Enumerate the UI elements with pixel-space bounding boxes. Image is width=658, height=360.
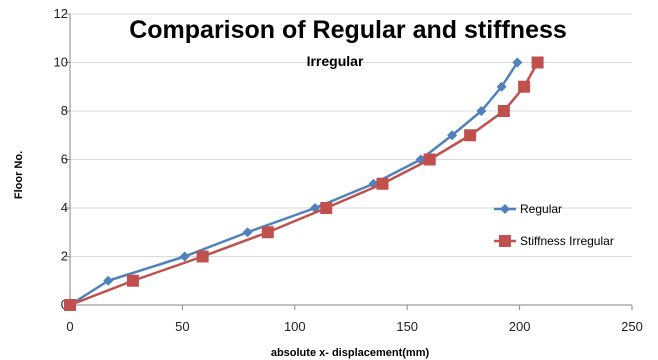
y-tick-label: 2 <box>61 249 68 264</box>
x-tick-label: 200 <box>509 319 531 334</box>
x-tick-label: 100 <box>284 319 306 334</box>
data-point-s1-1 <box>103 275 114 286</box>
x-tick-label: 150 <box>396 319 418 334</box>
data-point-s2-2 <box>196 250 209 263</box>
series-group <box>64 56 544 311</box>
data-point-s1-9 <box>496 81 507 92</box>
series-2 <box>64 56 544 311</box>
data-point-s2-9 <box>518 80 531 93</box>
data-point-s1-7 <box>447 130 458 141</box>
data-point-s2-4 <box>320 202 333 214</box>
data-point-s2-5 <box>376 177 389 190</box>
grid-lines <box>70 13 632 257</box>
x-axis-label: absolute x- displacement(mm) <box>271 347 430 359</box>
y-tick-label: 4 <box>61 200 68 215</box>
data-point-s1-2 <box>179 251 190 262</box>
legend-marker <box>499 235 511 247</box>
x-tick-label: 250 <box>621 319 643 334</box>
legend-label: Stiffness Irregular <box>520 234 614 248</box>
data-point-s1-10 <box>512 57 523 68</box>
data-point-s2-6 <box>423 153 436 166</box>
legend: Regular Stiffness Irregular <box>494 202 614 248</box>
x-tick-label: 0 <box>66 319 73 334</box>
chart-title: Comparison of Regular and stiffness <box>129 16 567 44</box>
y-tick-label: 6 <box>61 152 68 167</box>
data-point-s2-0 <box>64 299 76 311</box>
y-tick-label: 12 <box>54 6 68 21</box>
data-point-s1-3 <box>242 227 253 238</box>
y-tick-label: 10 <box>54 55 68 70</box>
data-point-s2-3 <box>261 226 274 239</box>
y-axis-label: Floor No. <box>13 151 25 199</box>
y-tick-label: 8 <box>61 103 68 118</box>
legend-item-1: Regular <box>494 202 562 216</box>
data-point-s1-8 <box>476 106 487 116</box>
data-point-s2-1 <box>126 274 139 287</box>
chart-subtitle: Irregular <box>307 53 364 69</box>
data-point-s2-10 <box>531 56 544 69</box>
data-point-s2-8 <box>497 105 510 117</box>
x-tick-label: 50 <box>175 319 189 334</box>
legend-marker <box>500 204 510 214</box>
legend-item-2: Stiffness Irregular <box>494 234 614 248</box>
legend-label: Regular <box>520 202 562 216</box>
data-point-s2-7 <box>464 129 477 142</box>
